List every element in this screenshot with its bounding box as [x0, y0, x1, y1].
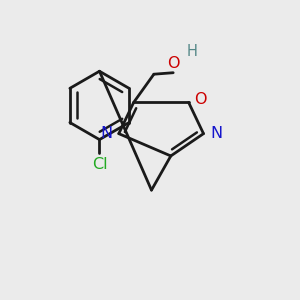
Text: O: O — [194, 92, 206, 107]
Text: N: N — [100, 126, 112, 141]
Text: Cl: Cl — [92, 158, 107, 172]
Text: O: O — [167, 56, 179, 71]
Text: H: H — [187, 44, 198, 59]
Text: N: N — [210, 126, 222, 141]
